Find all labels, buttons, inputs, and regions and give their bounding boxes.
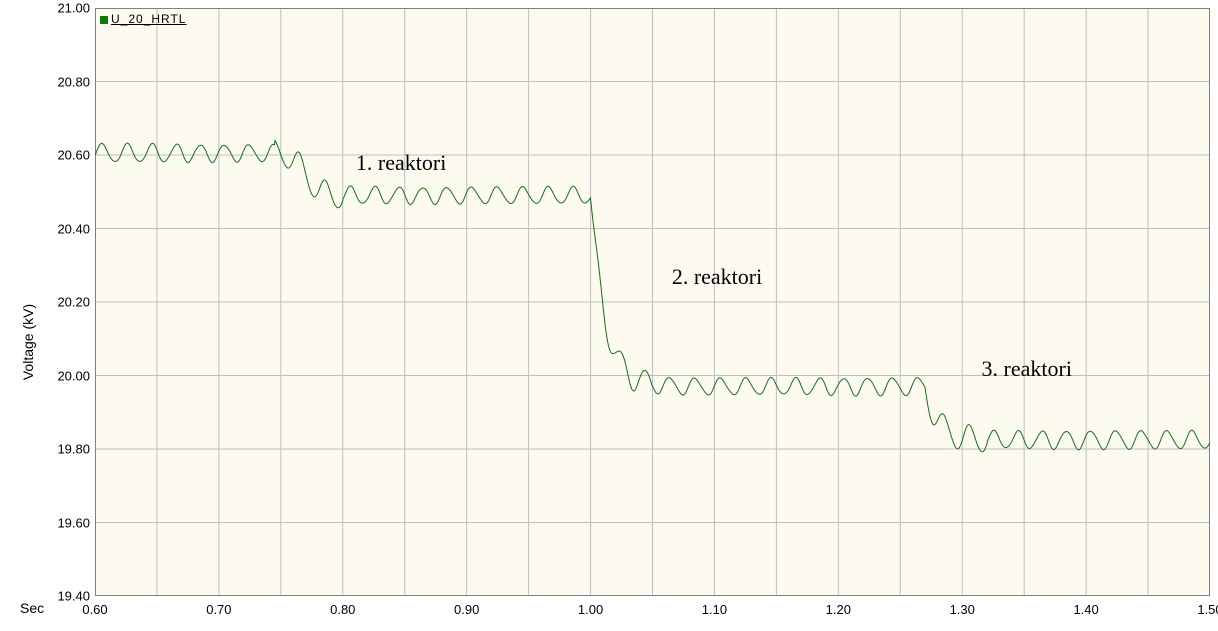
x-tick-label: 1.40 xyxy=(1073,602,1098,617)
x-tick-label: 0.70 xyxy=(206,602,231,617)
x-tick-label: 0.80 xyxy=(330,602,355,617)
y-tick-label: 20.00 xyxy=(40,368,90,383)
chart-container: U_20_HRTL 19.4019.6019.8020.0020.2020.40… xyxy=(0,0,1218,631)
y-tick-label: 20.40 xyxy=(40,221,90,236)
y-tick-label: 20.60 xyxy=(40,148,90,163)
annotation-label: 3. reaktori xyxy=(982,356,1072,382)
annotation-label: 2. reaktori xyxy=(672,264,762,290)
plot-svg xyxy=(95,8,1210,596)
x-axis-unit-label: Sec xyxy=(20,600,44,616)
legend-label: U_20_HRTL xyxy=(111,12,186,26)
x-tick-label: 1.00 xyxy=(578,602,603,617)
annotation-label: 1. reaktori xyxy=(356,150,446,176)
y-axis-title: Voltage (kV) xyxy=(20,304,36,380)
x-tick-label: 0.90 xyxy=(454,602,479,617)
x-tick-label: 1.10 xyxy=(702,602,727,617)
plot-area xyxy=(95,8,1210,596)
x-tick-label: 1.20 xyxy=(826,602,851,617)
legend-marker xyxy=(100,16,108,24)
x-tick-label: 0.60 xyxy=(82,602,107,617)
y-tick-label: 20.80 xyxy=(40,74,90,89)
y-tick-label: 21.00 xyxy=(40,1,90,16)
y-tick-label: 20.20 xyxy=(40,295,90,310)
x-tick-label: 1.50 xyxy=(1197,602,1218,617)
x-tick-label: 1.30 xyxy=(950,602,975,617)
legend: U_20_HRTL xyxy=(100,12,186,26)
y-tick-label: 19.60 xyxy=(40,515,90,530)
y-tick-label: 19.80 xyxy=(40,442,90,457)
